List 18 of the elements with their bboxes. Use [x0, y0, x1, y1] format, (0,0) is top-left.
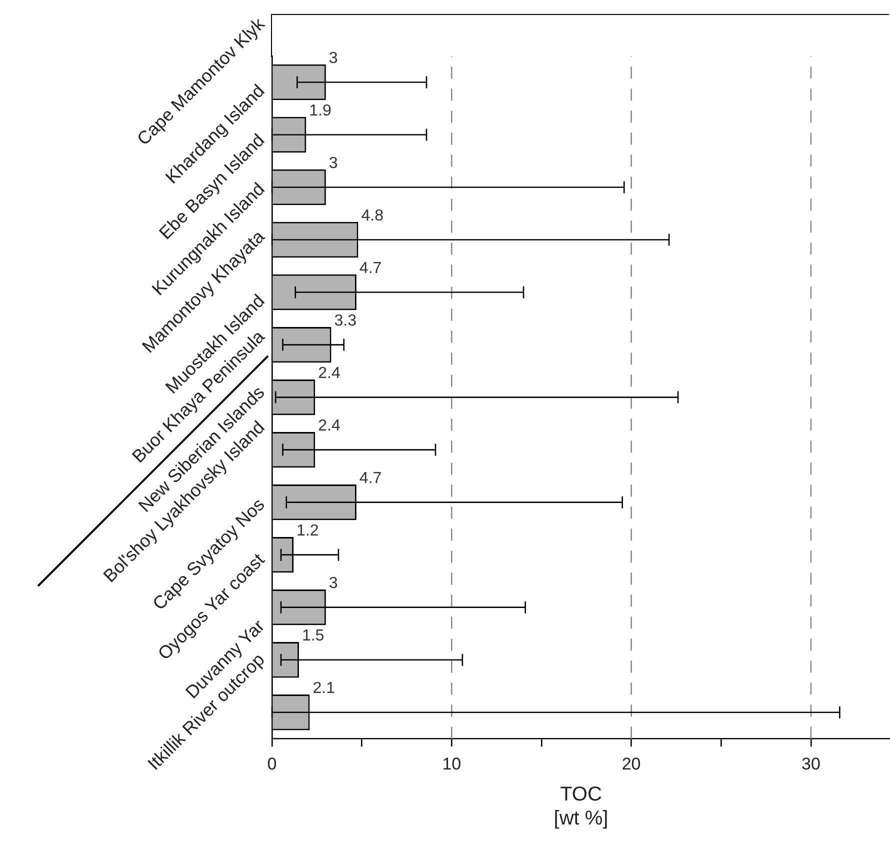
x-tick-label: 20: [622, 754, 641, 774]
data-label: 4.7: [359, 260, 382, 277]
data-label: 2.4: [318, 364, 340, 382]
data-label: 4.8: [361, 207, 384, 224]
data-label: 1.2: [296, 522, 319, 540]
x-tick-label: 30: [801, 754, 820, 774]
data-label: 3: [328, 574, 338, 592]
x-tick-label: 0: [267, 754, 277, 774]
data-label: 1.5: [302, 627, 324, 644]
data-label: 2.4: [318, 417, 340, 434]
data-label: 3: [328, 154, 338, 172]
data-label: 1.9: [309, 102, 332, 120]
data-label: 4.7: [359, 470, 382, 487]
data-label: 3.3: [334, 312, 357, 330]
x-tick-label: 10: [442, 754, 462, 774]
x-axis-title: TOC [wt %]: [554, 784, 608, 830]
data-label: 3: [328, 50, 338, 67]
data-label: 2.1: [312, 680, 336, 697]
